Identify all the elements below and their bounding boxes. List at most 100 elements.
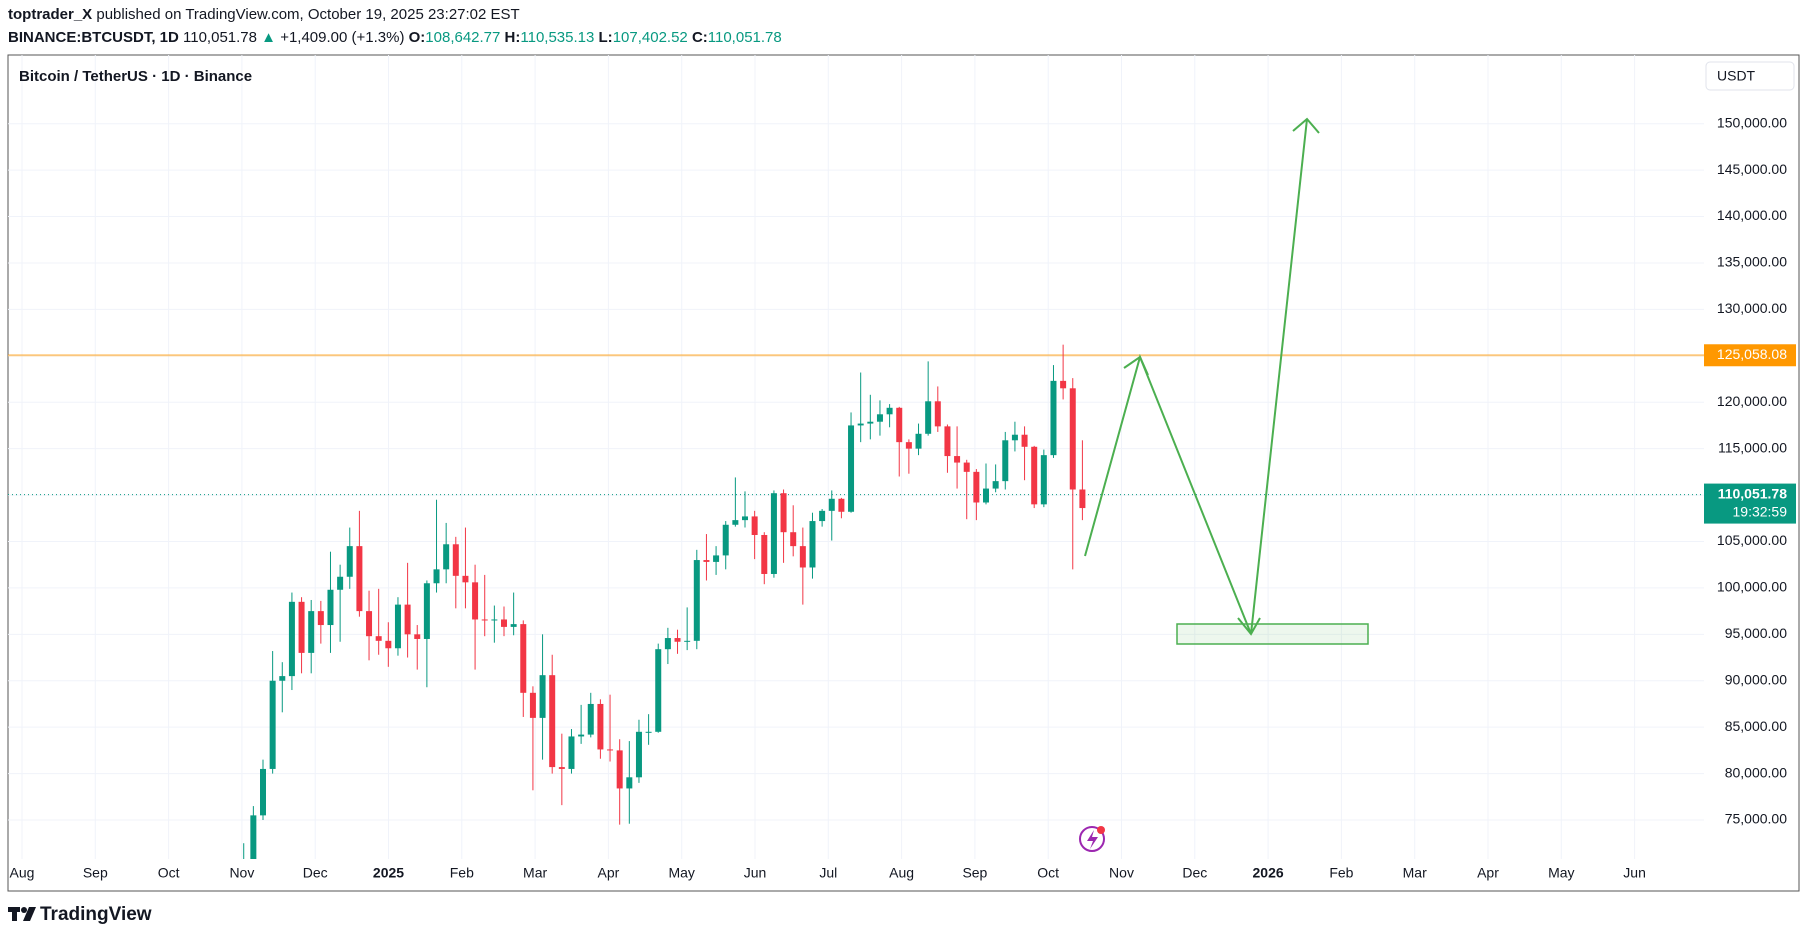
candle-body <box>317 611 324 626</box>
candle-body <box>308 611 315 653</box>
o-label: O: <box>408 29 426 46</box>
candle-body <box>366 611 373 637</box>
candle-body <box>491 619 498 621</box>
chart-title: Bitcoin / TetherUS · 1D · Binance <box>19 68 252 85</box>
logo[interactable]: TradingView <box>8 904 152 925</box>
last-price-box <box>1704 483 1796 524</box>
o: 108,642.77 <box>425 29 501 46</box>
candle-body <box>539 675 546 718</box>
y-tick-label: 100,000.00 <box>1717 579 1787 595</box>
brand[interactable]: TradingView <box>40 904 152 925</box>
x-tick-label: Aug <box>10 865 35 881</box>
candle-body <box>963 462 970 472</box>
lightning-icon[interactable] <box>1079 826 1105 852</box>
price-axis: 75,000.00 80,000.00 85,000.00 90,000.00 95,0… <box>10 114 1796 881</box>
candle-body <box>1011 434 1018 441</box>
l-label: L: <box>598 29 613 46</box>
candle-body <box>809 521 816 568</box>
candle-body <box>790 532 797 547</box>
candle-body <box>587 703 594 735</box>
candle-body <box>346 546 353 577</box>
candle-body <box>568 736 575 769</box>
candle-body <box>288 601 295 677</box>
candle-body <box>1002 440 1009 482</box>
level-label: 125,058.08 <box>1717 346 1787 362</box>
candle-body <box>260 768 266 816</box>
x-tick-label: Feb <box>1329 865 1353 881</box>
change: +1,409.00 (+1.3%) <box>280 29 405 46</box>
y-tick-label: 115,000.00 <box>1718 439 1787 455</box>
candle-body <box>732 520 739 525</box>
x-tick-label: 2025 <box>373 865 404 881</box>
c-label: C: <box>691 29 708 46</box>
candle-body <box>385 640 392 649</box>
publisher[interactable]: toptrader_X <box>8 6 93 23</box>
currency[interactable]: USDT <box>1717 68 1756 84</box>
candle-body <box>973 471 980 503</box>
x-tick-label: Feb <box>450 865 474 881</box>
x-tick-label: Dec <box>303 865 328 881</box>
candle-body <box>915 433 922 449</box>
x-tick-label: Oct <box>1037 865 1059 881</box>
candle-body <box>423 583 430 639</box>
x-tick-label: Nov <box>1109 865 1134 881</box>
candle-body <box>472 582 479 620</box>
candle-body <box>925 401 932 434</box>
x-tick-label: May <box>668 865 694 881</box>
x-tick-label: Mar <box>523 865 547 881</box>
candle-body <box>481 619 488 621</box>
last: 110,051.78 <box>183 29 257 46</box>
publish-info: toptrader_X published on TradingView.com… <box>8 6 520 23</box>
y-tick-label: 80,000.00 <box>1725 764 1787 780</box>
candle-body <box>751 516 758 535</box>
candle-body <box>337 576 344 590</box>
y-tick-label: 75,000.00 <box>1725 811 1787 827</box>
chart-frame <box>7 54 1800 892</box>
last-price-label: 110,051.78 <box>1718 485 1788 501</box>
candle-body <box>375 636 382 641</box>
candle-body <box>327 589 334 626</box>
arrow: ▲ <box>261 29 277 46</box>
candle-body <box>848 425 855 512</box>
y-tick-label: 85,000.00 <box>1725 718 1787 734</box>
candle-body <box>549 675 556 768</box>
h: 110,535.13 <box>520 29 595 46</box>
candle-body <box>279 676 286 681</box>
target-zone <box>1176 623 1369 645</box>
y-tick-label: 120,000.00 <box>1717 393 1787 409</box>
arrow-head <box>1292 117 1320 134</box>
candle-body <box>269 680 276 769</box>
drawings <box>1084 117 1369 645</box>
x-tick-label: Jun <box>744 865 767 881</box>
candle-body <box>1050 380 1057 456</box>
x-tick-label: Apr <box>1477 865 1499 881</box>
candle-body <box>298 601 305 653</box>
x-tick-label: Jun <box>1623 865 1646 881</box>
candle-body <box>1031 446 1038 505</box>
candle-body <box>597 703 604 750</box>
x-tick-label: Dec <box>1182 865 1207 881</box>
symbol: BINANCE:BTCUSDT, 1D <box>8 29 179 46</box>
candle-body <box>1079 489 1086 509</box>
candle-body <box>819 510 826 522</box>
published-text: published on TradingView.com, October 19… <box>96 6 520 23</box>
candle-body <box>443 544 450 570</box>
candle-body <box>983 488 989 503</box>
x-tick-label: May <box>1548 865 1574 881</box>
candle-body <box>742 516 748 521</box>
x-tick-label: Jul <box>819 865 837 881</box>
x-tick-label: 2026 <box>1253 865 1284 881</box>
x-tick-label: Nov <box>229 865 254 881</box>
candle-body <box>529 692 536 718</box>
candle-body <box>520 624 527 693</box>
c: 110,051.78 <box>707 29 782 46</box>
candle-body <box>635 731 642 778</box>
currency-button[interactable] <box>1705 61 1795 91</box>
countdown: 19:32:59 <box>1733 503 1788 519</box>
candle-body <box>664 638 671 650</box>
x-tick-label: Apr <box>598 865 620 881</box>
candle-body <box>780 493 787 533</box>
candle-body <box>462 575 469 583</box>
candle-body <box>414 634 421 639</box>
candle-body <box>722 524 729 556</box>
